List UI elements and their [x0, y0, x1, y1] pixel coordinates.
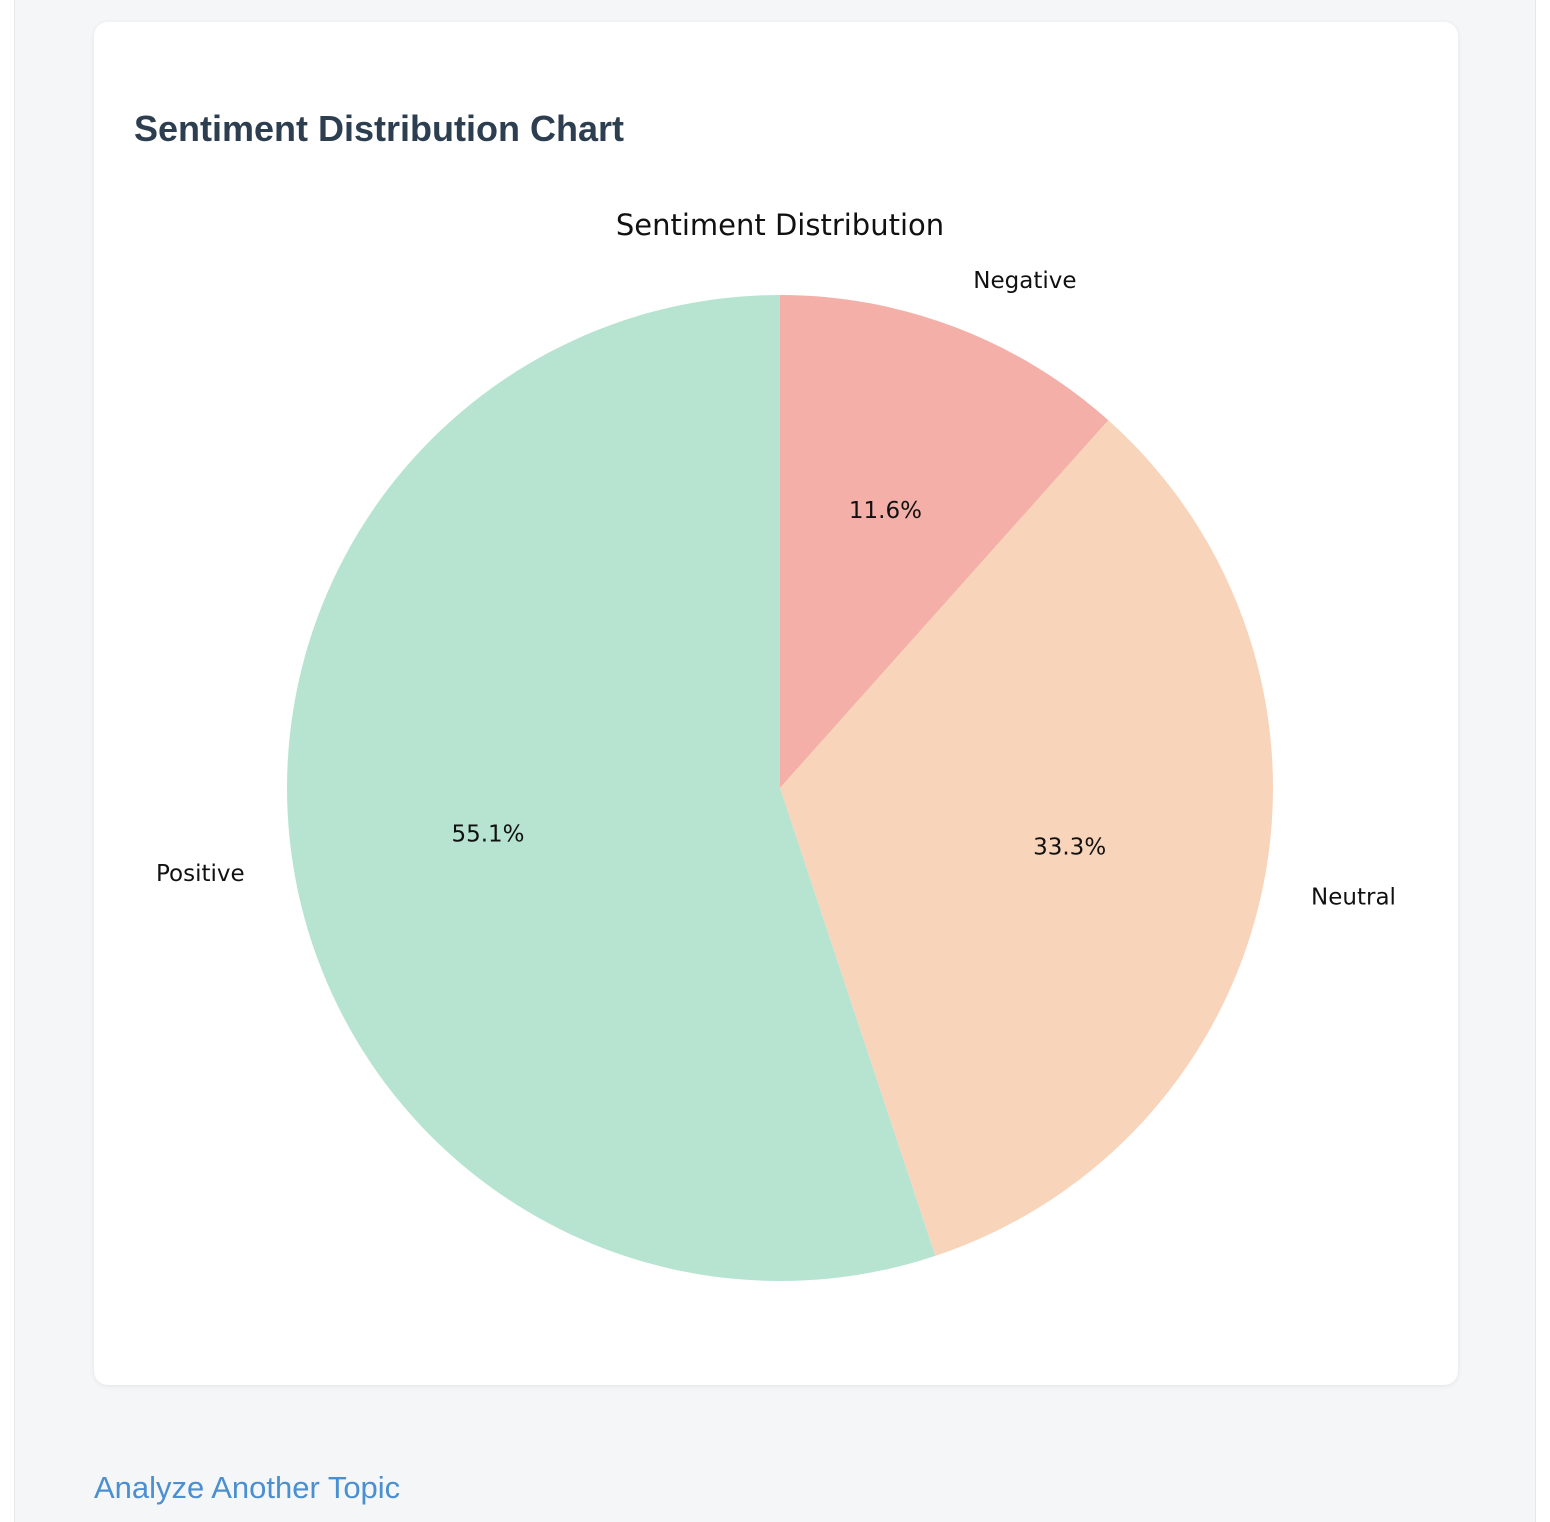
- slice-percent-neutral: 33.3%: [1033, 834, 1106, 860]
- pie-slice-negative: [780, 295, 1109, 788]
- slice-label-negative: Negative: [973, 268, 1076, 294]
- pie-chart: Sentiment Distribution Negative 11.6% Neut…: [156, 208, 1396, 1282]
- analyze-another-topic-link[interactable]: Analyze Another Topic: [94, 1470, 401, 1505]
- pie-slice-positive: [286, 295, 936, 1282]
- pie-labels: Negative 11.6% Neutral 33.3% Positive 55.1%: [156, 268, 1396, 911]
- slice-label-positive: Positive: [156, 861, 245, 887]
- card-title: Sentiment Distribution Chart: [134, 108, 625, 149]
- pie-slice-neutral: [780, 420, 1273, 1256]
- slice-percent-negative: 11.6%: [849, 498, 922, 524]
- pie-slices: [286, 295, 1273, 1282]
- slice-label-neutral: Neutral: [1311, 884, 1396, 910]
- chart-title: Sentiment Distribution: [616, 208, 944, 242]
- slice-percent-positive: 55.1%: [451, 822, 524, 848]
